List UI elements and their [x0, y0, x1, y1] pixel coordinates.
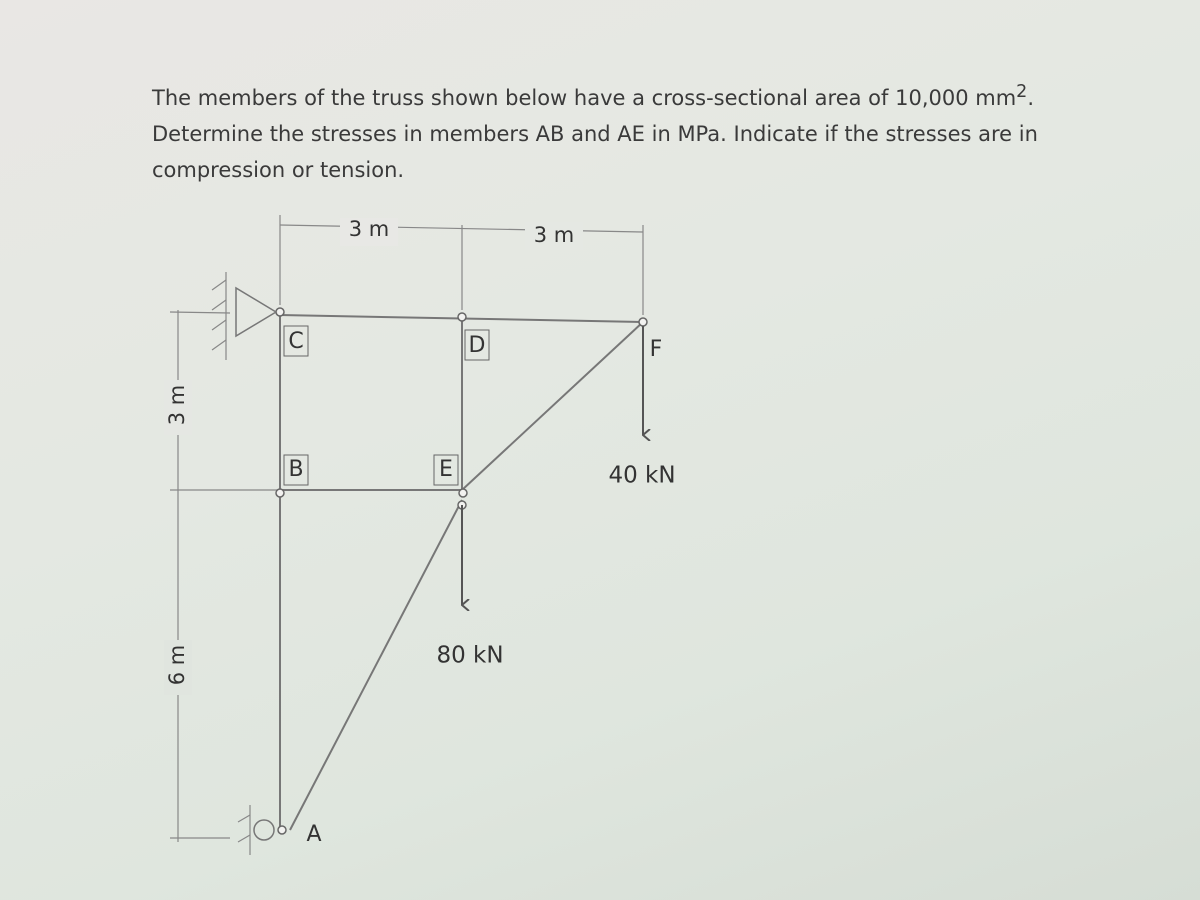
node-label: C — [288, 329, 303, 354]
problem-text: The members of the truss shown below hav… — [152, 74, 1112, 188]
truss-members — [279, 314, 644, 831]
dimension-label: 6 m — [165, 645, 189, 686]
node-labels: C D F B E A — [283, 325, 663, 847]
joints — [275, 307, 648, 835]
dimension-label: 3 m — [349, 217, 390, 241]
dimension-label: 3 m — [534, 223, 575, 247]
node-label: D — [469, 333, 486, 358]
support-roller — [237, 805, 275, 855]
node-label: A — [306, 822, 321, 847]
problem-rest: . Determine the stresses in members AB a… — [152, 86, 1038, 182]
superscript: 2 — [1016, 82, 1028, 102]
dimension-label: 3 m — [165, 385, 189, 426]
dimension-lines — [169, 215, 644, 842]
problem-main: The members of the truss shown below hav… — [152, 86, 1017, 110]
load-label: 40 kN — [608, 463, 675, 489]
node-label: F — [650, 337, 663, 362]
support-pin — [211, 272, 278, 360]
node-label: B — [288, 457, 303, 482]
load-label: 80 kN — [436, 643, 503, 669]
node-label: E — [439, 457, 453, 482]
